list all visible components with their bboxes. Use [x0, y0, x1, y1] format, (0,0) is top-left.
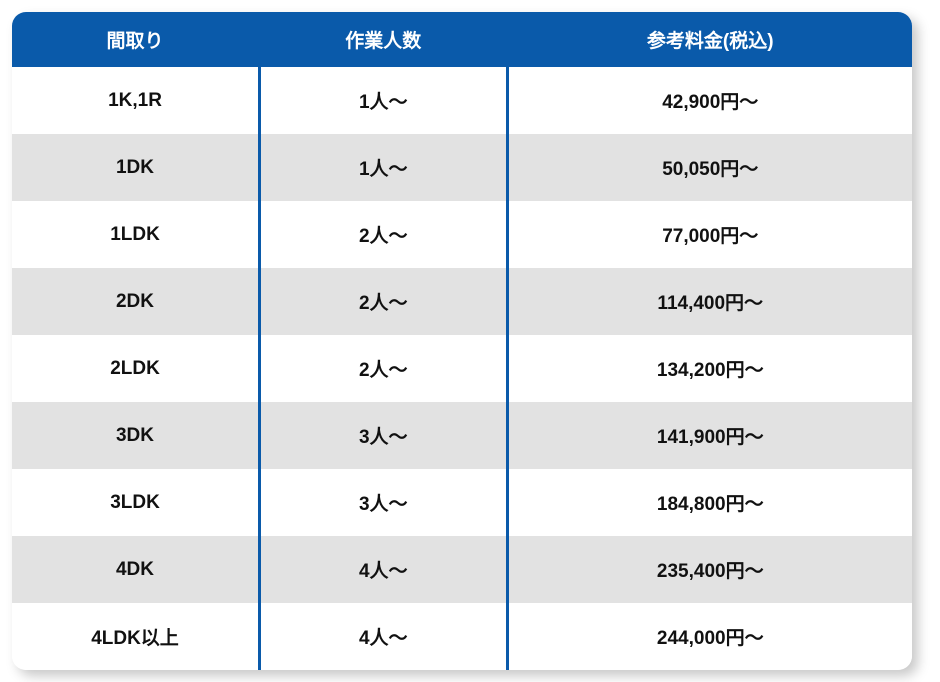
cell-price: 77,000円～ — [507, 201, 912, 268]
table-row: 2DK 2人～ 114,400円～ — [12, 268, 912, 335]
cell-workers: 4人～ — [260, 536, 508, 603]
header-price: 参考料金(税込) — [507, 12, 912, 67]
table-row: 3DK 3人～ 141,900円～ — [12, 402, 912, 469]
cell-layout: 1K,1R — [12, 67, 260, 134]
cell-layout: 2LDK — [12, 335, 260, 402]
header-workers: 作業人数 — [260, 12, 508, 67]
cell-price: 134,200円～ — [507, 335, 912, 402]
cell-price: 50,050円～ — [507, 134, 912, 201]
table-row: 1K,1R 1人～ 42,900円～ — [12, 67, 912, 134]
cell-workers: 3人～ — [260, 402, 508, 469]
table-row: 3LDK 3人～ 184,800円～ — [12, 469, 912, 536]
cell-price: 235,400円～ — [507, 536, 912, 603]
cell-price: 184,800円～ — [507, 469, 912, 536]
cell-layout: 1DK — [12, 134, 260, 201]
table-row: 1DK 1人～ 50,050円～ — [12, 134, 912, 201]
cell-workers: 2人～ — [260, 201, 508, 268]
cell-workers: 4人～ — [260, 603, 508, 670]
cell-layout: 3DK — [12, 402, 260, 469]
table-row: 4LDK以上 4人～ 244,000円～ — [12, 603, 912, 670]
table-header-row: 間取り 作業人数 参考料金(税込) — [12, 12, 912, 67]
table-row: 2LDK 2人～ 134,200円～ — [12, 335, 912, 402]
cell-layout: 4DK — [12, 536, 260, 603]
cell-layout: 4LDK以上 — [12, 603, 260, 670]
table-row: 4DK 4人～ 235,400円～ — [12, 536, 912, 603]
cell-price: 114,400円～ — [507, 268, 912, 335]
cell-workers: 1人～ — [260, 67, 508, 134]
cell-workers: 3人～ — [260, 469, 508, 536]
cell-workers: 2人～ — [260, 335, 508, 402]
pricing-table-wrapper: 間取り 作業人数 参考料金(税込) 1K,1R 1人～ 42,900円～ 1DK… — [12, 12, 912, 670]
cell-layout: 3LDK — [12, 469, 260, 536]
cell-layout: 2DK — [12, 268, 260, 335]
cell-workers: 1人～ — [260, 134, 508, 201]
cell-layout: 1LDK — [12, 201, 260, 268]
cell-price: 244,000円～ — [507, 603, 912, 670]
cell-workers: 2人～ — [260, 268, 508, 335]
pricing-table: 間取り 作業人数 参考料金(税込) 1K,1R 1人～ 42,900円～ 1DK… — [12, 12, 912, 670]
cell-price: 42,900円～ — [507, 67, 912, 134]
cell-price: 141,900円～ — [507, 402, 912, 469]
table-row: 1LDK 2人～ 77,000円～ — [12, 201, 912, 268]
header-layout: 間取り — [12, 12, 260, 67]
